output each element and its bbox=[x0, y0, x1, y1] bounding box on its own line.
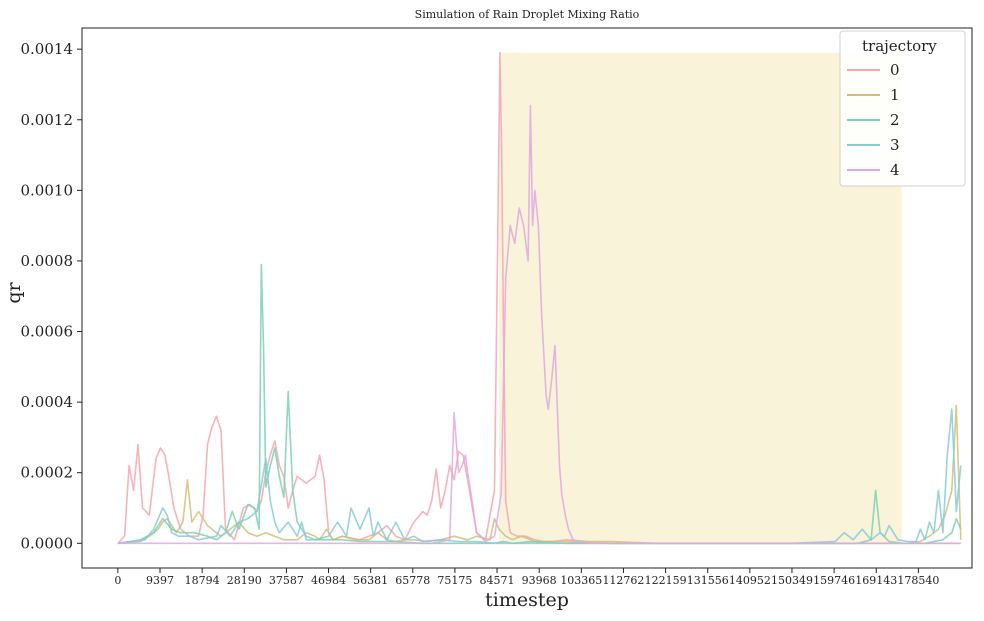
plot-frame bbox=[81, 27, 973, 569]
x-tick-label: 93968 bbox=[522, 574, 557, 587]
x-axis: 0 9397 18794 28190 37587 46984 56381 65778 75175… bbox=[114, 568, 939, 587]
x-tick-label: 75175 bbox=[437, 574, 472, 587]
x-tick-label: 103365 bbox=[560, 574, 602, 587]
y-axis: 0.0000 0.0002 0.0004 0.0006 0.0008 0.0010 0.00… bbox=[21, 40, 82, 552]
legend-label-0: 0 bbox=[890, 61, 900, 79]
legend-title: trajectory bbox=[862, 37, 937, 55]
x-tick-label: 18794 bbox=[185, 574, 220, 587]
series-line-2 bbox=[117, 263, 962, 545]
legend-label-2: 2 bbox=[890, 111, 900, 129]
x-tick-label: 28190 bbox=[227, 574, 262, 587]
series-line-4 bbox=[117, 104, 961, 545]
x-tick-label: 84571 bbox=[480, 574, 515, 587]
legend-label-3: 3 bbox=[890, 136, 900, 154]
y-tick-label: 0.0008 bbox=[21, 252, 74, 270]
y-tick-label: 0.0004 bbox=[21, 393, 74, 411]
x-tick-label: 178540 bbox=[897, 574, 939, 587]
x-tick-label: 140952 bbox=[729, 574, 771, 587]
y-tick-label: 0.0006 bbox=[21, 323, 74, 341]
highlight-region bbox=[498, 52, 902, 544]
x-tick-label: 150349 bbox=[771, 574, 813, 587]
x-tick-label: 65778 bbox=[395, 574, 430, 587]
highlight-region-layer bbox=[498, 52, 902, 544]
x-tick-label: 37587 bbox=[269, 574, 304, 587]
x-tick-label: 131556 bbox=[687, 574, 729, 587]
x-tick-label: 46984 bbox=[311, 574, 346, 587]
x-tick-label: 9397 bbox=[146, 574, 174, 587]
x-tick-label: 56381 bbox=[353, 574, 388, 587]
x-tick-label: 159746 bbox=[813, 574, 855, 587]
legend: trajectory 0 1 2 3 4 bbox=[839, 30, 966, 187]
y-tick-label: 0.0002 bbox=[21, 464, 74, 482]
y-tick-label: 0.0000 bbox=[21, 534, 74, 552]
chart-title: Simulation of Rain Droplet Mixing Ratio bbox=[415, 8, 640, 21]
y-tick-label: 0.0014 bbox=[21, 40, 74, 58]
x-tick-label: 0 bbox=[114, 574, 121, 587]
legend-label-1: 1 bbox=[890, 86, 900, 104]
x-tick-label: 169143 bbox=[855, 574, 897, 587]
legend-label-4: 4 bbox=[890, 161, 900, 179]
series-line-3 bbox=[117, 408, 962, 545]
x-tick-label: 112762 bbox=[602, 574, 644, 587]
series-layer bbox=[117, 51, 962, 545]
y-tick-label: 0.0010 bbox=[21, 181, 74, 199]
y-tick-label: 0.0012 bbox=[21, 111, 74, 129]
x-tick-label: 122159 bbox=[645, 574, 687, 587]
x-axis-label: timestep bbox=[485, 589, 569, 611]
legend-items: 0 1 2 3 4 bbox=[847, 61, 900, 179]
y-axis-label: qr bbox=[3, 281, 25, 303]
